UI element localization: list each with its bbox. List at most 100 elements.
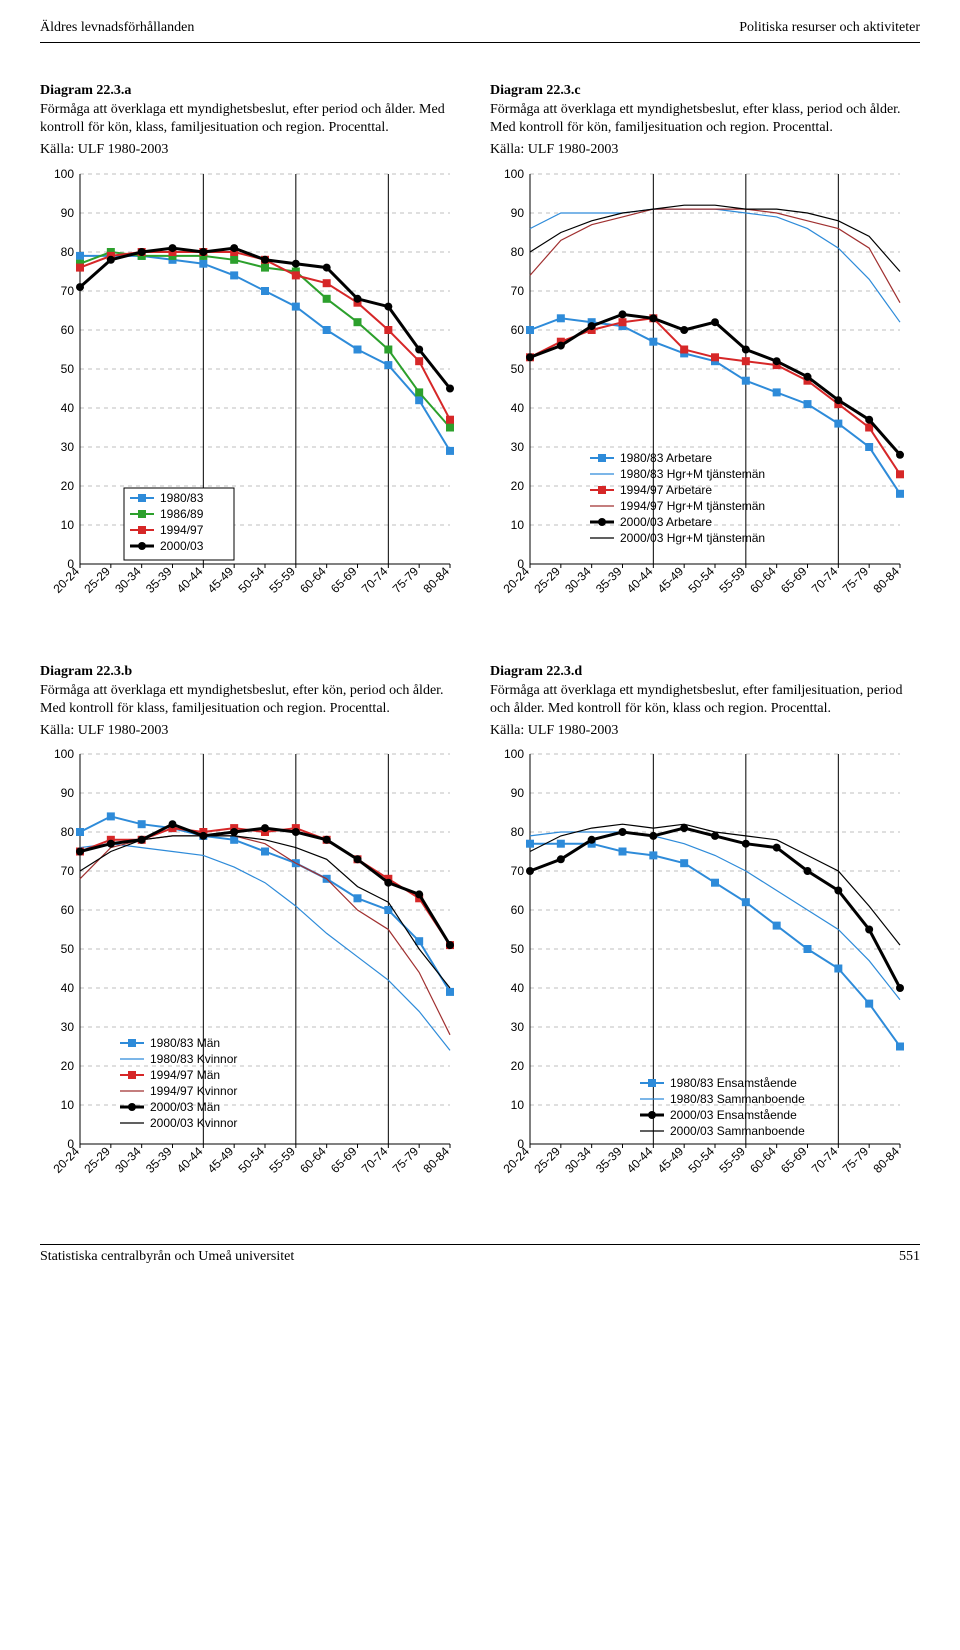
svg-text:40: 40 bbox=[511, 401, 525, 415]
svg-text:30: 30 bbox=[61, 1020, 75, 1034]
svg-text:50-54: 50-54 bbox=[236, 1144, 268, 1176]
chart-d-title: Diagram 22.3.d bbox=[490, 664, 582, 679]
svg-text:35-39: 35-39 bbox=[593, 1144, 625, 1176]
svg-text:65-69: 65-69 bbox=[328, 564, 360, 596]
footer-left: Statistiska centralbyrån och Umeå univer… bbox=[40, 1249, 294, 1265]
svg-text:2000/03 Arbetare: 2000/03 Arbetare bbox=[620, 515, 712, 529]
svg-text:80: 80 bbox=[61, 825, 75, 839]
svg-text:70: 70 bbox=[511, 864, 525, 878]
svg-text:50: 50 bbox=[61, 942, 75, 956]
svg-text:60-64: 60-64 bbox=[747, 1144, 779, 1176]
chart-a-svg-wrap: 010203040506070809010020-2425-2930-3435-… bbox=[40, 164, 460, 624]
footer-right: 551 bbox=[899, 1249, 920, 1265]
svg-text:80: 80 bbox=[511, 245, 525, 259]
svg-text:35-39: 35-39 bbox=[593, 564, 625, 596]
svg-text:1994/97 Arbetare: 1994/97 Arbetare bbox=[620, 483, 712, 497]
svg-text:50-54: 50-54 bbox=[686, 564, 718, 596]
svg-text:80: 80 bbox=[511, 825, 525, 839]
svg-text:75-79: 75-79 bbox=[390, 564, 422, 596]
chart-a-source: Källa: ULF 1980-2003 bbox=[40, 141, 470, 159]
chart-b-title: Diagram 22.3.b bbox=[40, 664, 132, 679]
svg-text:55-59: 55-59 bbox=[716, 1144, 748, 1176]
svg-text:75-79: 75-79 bbox=[390, 1144, 422, 1176]
svg-text:2000/03 Hgr+M tjänstemän: 2000/03 Hgr+M tjänstemän bbox=[620, 531, 765, 545]
svg-text:70: 70 bbox=[61, 284, 75, 298]
svg-text:65-69: 65-69 bbox=[328, 1144, 360, 1176]
svg-text:45-49: 45-49 bbox=[655, 1144, 687, 1176]
svg-text:45-49: 45-49 bbox=[205, 564, 237, 596]
svg-text:2000/03 Ensamstående: 2000/03 Ensamstående bbox=[670, 1108, 797, 1122]
svg-text:55-59: 55-59 bbox=[716, 564, 748, 596]
svg-text:100: 100 bbox=[504, 747, 524, 761]
chart-b-desc-bold: Förmåga att överklaga ett myndighetsbesl… bbox=[40, 683, 289, 698]
svg-text:70-74: 70-74 bbox=[809, 564, 841, 596]
chart-d-desc-bold: Förmåga att överklaga ett myndighetsbesl… bbox=[490, 683, 739, 698]
chart-c: Diagram 22.3.c Förmåga att överklaga ett… bbox=[490, 83, 920, 624]
svg-text:75-79: 75-79 bbox=[840, 1144, 872, 1176]
chart-b-svg-wrap: 010203040506070809010020-2425-2930-3435-… bbox=[40, 744, 460, 1204]
svg-text:30: 30 bbox=[511, 1020, 525, 1034]
svg-text:70: 70 bbox=[511, 284, 525, 298]
svg-text:60-64: 60-64 bbox=[297, 564, 329, 596]
svg-text:90: 90 bbox=[61, 206, 75, 220]
svg-text:2000/03 Män: 2000/03 Män bbox=[150, 1100, 220, 1114]
svg-text:25-29: 25-29 bbox=[81, 1144, 113, 1176]
svg-text:90: 90 bbox=[511, 786, 525, 800]
svg-text:40: 40 bbox=[511, 981, 525, 995]
header-left: Äldres levnadsförhållanden bbox=[40, 20, 194, 36]
svg-text:20-24: 20-24 bbox=[501, 564, 533, 596]
svg-text:1980/83 Ensamstående: 1980/83 Ensamstående bbox=[670, 1076, 797, 1090]
chart-a-title: Diagram 22.3.a bbox=[40, 83, 131, 98]
svg-text:80-84: 80-84 bbox=[871, 564, 903, 596]
svg-text:1980/83 Kvinnor: 1980/83 Kvinnor bbox=[150, 1052, 237, 1066]
svg-text:60: 60 bbox=[61, 903, 75, 917]
svg-text:90: 90 bbox=[61, 786, 75, 800]
svg-text:80-84: 80-84 bbox=[421, 564, 453, 596]
svg-text:10: 10 bbox=[61, 1098, 75, 1112]
svg-text:60-64: 60-64 bbox=[297, 1144, 329, 1176]
svg-text:40-44: 40-44 bbox=[624, 564, 656, 596]
svg-text:20: 20 bbox=[511, 1059, 525, 1073]
svg-text:20-24: 20-24 bbox=[51, 1144, 83, 1176]
chart-c-title: Diagram 22.3.c bbox=[490, 83, 581, 98]
svg-text:50-54: 50-54 bbox=[686, 1144, 718, 1176]
svg-text:75-79: 75-79 bbox=[840, 564, 872, 596]
chart-d-svg-wrap: 010203040506070809010020-2425-2930-3435-… bbox=[490, 744, 910, 1204]
svg-text:25-29: 25-29 bbox=[531, 564, 563, 596]
svg-text:10: 10 bbox=[61, 518, 75, 532]
svg-text:35-39: 35-39 bbox=[143, 1144, 175, 1176]
line-chart: 010203040506070809010020-2425-2930-3435-… bbox=[490, 744, 910, 1204]
svg-text:20-24: 20-24 bbox=[501, 1144, 533, 1176]
svg-text:55-59: 55-59 bbox=[266, 1144, 298, 1176]
svg-text:80-84: 80-84 bbox=[871, 1144, 903, 1176]
svg-text:60: 60 bbox=[511, 903, 525, 917]
svg-text:80: 80 bbox=[61, 245, 75, 259]
svg-text:10: 10 bbox=[511, 1098, 525, 1112]
svg-text:1980/83 Sammanboende: 1980/83 Sammanboende bbox=[670, 1092, 805, 1106]
svg-text:1994/97 Hgr+M tjänstemän: 1994/97 Hgr+M tjänstemän bbox=[620, 499, 765, 513]
svg-text:30: 30 bbox=[511, 440, 525, 454]
svg-text:60: 60 bbox=[61, 323, 75, 337]
svg-text:45-49: 45-49 bbox=[205, 1144, 237, 1176]
chart-d-source: Källa: ULF 1980-2003 bbox=[490, 722, 920, 740]
svg-text:1980/83 Hgr+M tjänstemän: 1980/83 Hgr+M tjänstemän bbox=[620, 467, 765, 481]
line-chart: 010203040506070809010020-2425-2930-3435-… bbox=[40, 744, 460, 1204]
svg-text:1980/83 Arbetare: 1980/83 Arbetare bbox=[620, 451, 712, 465]
svg-text:60: 60 bbox=[511, 323, 525, 337]
header-rule bbox=[40, 42, 920, 43]
svg-text:40-44: 40-44 bbox=[174, 1144, 206, 1176]
svg-text:25-29: 25-29 bbox=[81, 564, 113, 596]
svg-text:50: 50 bbox=[511, 942, 525, 956]
svg-text:30-34: 30-34 bbox=[112, 564, 144, 596]
svg-text:40-44: 40-44 bbox=[624, 1144, 656, 1176]
svg-text:2000/03 Kvinnor: 2000/03 Kvinnor bbox=[150, 1116, 237, 1130]
svg-text:100: 100 bbox=[54, 167, 74, 181]
svg-text:40: 40 bbox=[61, 981, 75, 995]
svg-text:30-34: 30-34 bbox=[562, 564, 594, 596]
chart-a-desc-bold: Förmåga att överklaga ett myndighetsbesl… bbox=[40, 102, 289, 117]
chart-c-svg-wrap: 010203040506070809010020-2425-2930-3435-… bbox=[490, 164, 910, 624]
svg-text:1994/97 Män: 1994/97 Män bbox=[150, 1068, 220, 1082]
svg-text:1986/89: 1986/89 bbox=[160, 507, 204, 521]
svg-text:20: 20 bbox=[61, 1059, 75, 1073]
svg-text:1994/97: 1994/97 bbox=[160, 523, 204, 537]
